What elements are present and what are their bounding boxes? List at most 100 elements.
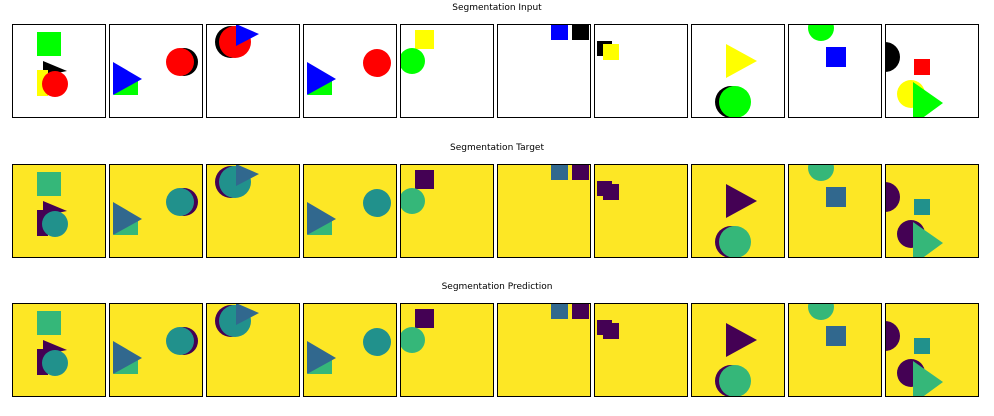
black-triangle bbox=[43, 61, 67, 76]
prediction-panel-9 bbox=[788, 303, 882, 397]
input-panel-2 bbox=[109, 24, 203, 118]
panel-frame bbox=[691, 24, 785, 118]
blue-square bbox=[551, 24, 568, 40]
yellow-square bbox=[415, 30, 434, 49]
target-panel-10 bbox=[885, 164, 979, 258]
green-circle bbox=[719, 86, 751, 118]
prediction-panel-8 bbox=[691, 303, 785, 397]
blue-square bbox=[551, 164, 568, 180]
blue-triangle bbox=[113, 341, 142, 374]
red-circle bbox=[363, 328, 391, 356]
green-triangle bbox=[913, 222, 943, 258]
red-circle bbox=[42, 211, 68, 237]
green-circle bbox=[719, 226, 751, 258]
black-triangle bbox=[43, 201, 67, 216]
panel-background bbox=[788, 24, 882, 118]
yellow-square bbox=[415, 170, 434, 189]
input-panel-9 bbox=[788, 24, 882, 118]
blue-triangle bbox=[307, 202, 336, 235]
panel-frame bbox=[303, 303, 397, 397]
panel-frame bbox=[497, 24, 591, 118]
green-triangle bbox=[913, 361, 943, 397]
panel-frame bbox=[788, 303, 882, 397]
blue-triangle bbox=[307, 341, 336, 374]
panel-background bbox=[594, 303, 688, 397]
panel-frame bbox=[691, 164, 785, 258]
panel-frame bbox=[788, 164, 882, 258]
prediction-panel-4 bbox=[303, 303, 397, 397]
panel-frame bbox=[788, 24, 882, 118]
target-panel-1 bbox=[12, 164, 106, 258]
input-panel-10 bbox=[885, 24, 979, 118]
blue-triangle bbox=[236, 24, 259, 46]
prediction-panel-3 bbox=[206, 303, 300, 397]
blue-triangle bbox=[113, 62, 142, 95]
green-square bbox=[37, 172, 61, 196]
green-circle bbox=[400, 48, 425, 74]
prediction-panel-10 bbox=[885, 303, 979, 397]
panel-frame bbox=[400, 164, 494, 258]
yellow-square bbox=[603, 323, 619, 339]
panel-frame bbox=[303, 24, 397, 118]
panel-frame bbox=[109, 24, 203, 118]
green-square bbox=[37, 32, 61, 56]
target-panel-3 bbox=[206, 164, 300, 258]
panel-frame bbox=[691, 303, 785, 397]
panel-frame bbox=[12, 24, 106, 118]
panel-frame bbox=[594, 303, 688, 397]
blue-triangle bbox=[307, 62, 336, 95]
panel-background bbox=[788, 303, 882, 397]
input-panel-5 bbox=[400, 24, 494, 118]
blue-square bbox=[826, 326, 846, 346]
red-square bbox=[914, 199, 930, 215]
panel-frame bbox=[885, 164, 979, 258]
panel-frame bbox=[400, 303, 494, 397]
black-square bbox=[572, 164, 589, 180]
red-circle bbox=[166, 327, 194, 355]
red-square bbox=[914, 338, 930, 354]
target-panel-8 bbox=[691, 164, 785, 258]
yellow-square bbox=[415, 309, 434, 328]
prediction-panel-5 bbox=[400, 303, 494, 397]
panel-background bbox=[594, 164, 688, 258]
panel-frame bbox=[594, 24, 688, 118]
black-triangle bbox=[43, 340, 67, 355]
row-title-input: Segmentation Input bbox=[452, 3, 542, 13]
prediction-panel-1 bbox=[12, 303, 106, 397]
panel-frame bbox=[594, 164, 688, 258]
yellow-square bbox=[603, 44, 619, 60]
red-circle bbox=[42, 71, 68, 97]
yellow-square bbox=[603, 184, 619, 200]
panel-frame bbox=[303, 164, 397, 258]
panel-frame bbox=[206, 24, 300, 118]
input-panel-4 bbox=[303, 24, 397, 118]
input-panel-6 bbox=[497, 24, 591, 118]
green-square bbox=[37, 311, 61, 335]
target-panel-2 bbox=[109, 164, 203, 258]
red-circle bbox=[166, 48, 194, 76]
red-circle bbox=[42, 350, 68, 376]
blue-square bbox=[826, 187, 846, 207]
prediction-panel-2 bbox=[109, 303, 203, 397]
prediction-panel-6 bbox=[497, 303, 591, 397]
panel-frame bbox=[12, 303, 106, 397]
panel-frame bbox=[12, 164, 106, 258]
panel-frame bbox=[885, 303, 979, 397]
green-triangle bbox=[913, 82, 943, 118]
row-title-target: Segmentation Target bbox=[450, 143, 544, 153]
blue-triangle bbox=[113, 202, 142, 235]
yellow-triangle bbox=[726, 44, 757, 78]
panel-frame bbox=[400, 24, 494, 118]
input-panel-8 bbox=[691, 24, 785, 118]
blue-triangle bbox=[236, 303, 259, 325]
panel-frame bbox=[206, 303, 300, 397]
black-square bbox=[572, 24, 589, 40]
red-circle bbox=[363, 49, 391, 77]
yellow-triangle bbox=[726, 184, 757, 218]
panel-frame bbox=[497, 164, 591, 258]
panel-frame bbox=[497, 303, 591, 397]
green-circle bbox=[400, 188, 425, 214]
prediction-panel-7 bbox=[594, 303, 688, 397]
input-panel-3 bbox=[206, 24, 300, 118]
